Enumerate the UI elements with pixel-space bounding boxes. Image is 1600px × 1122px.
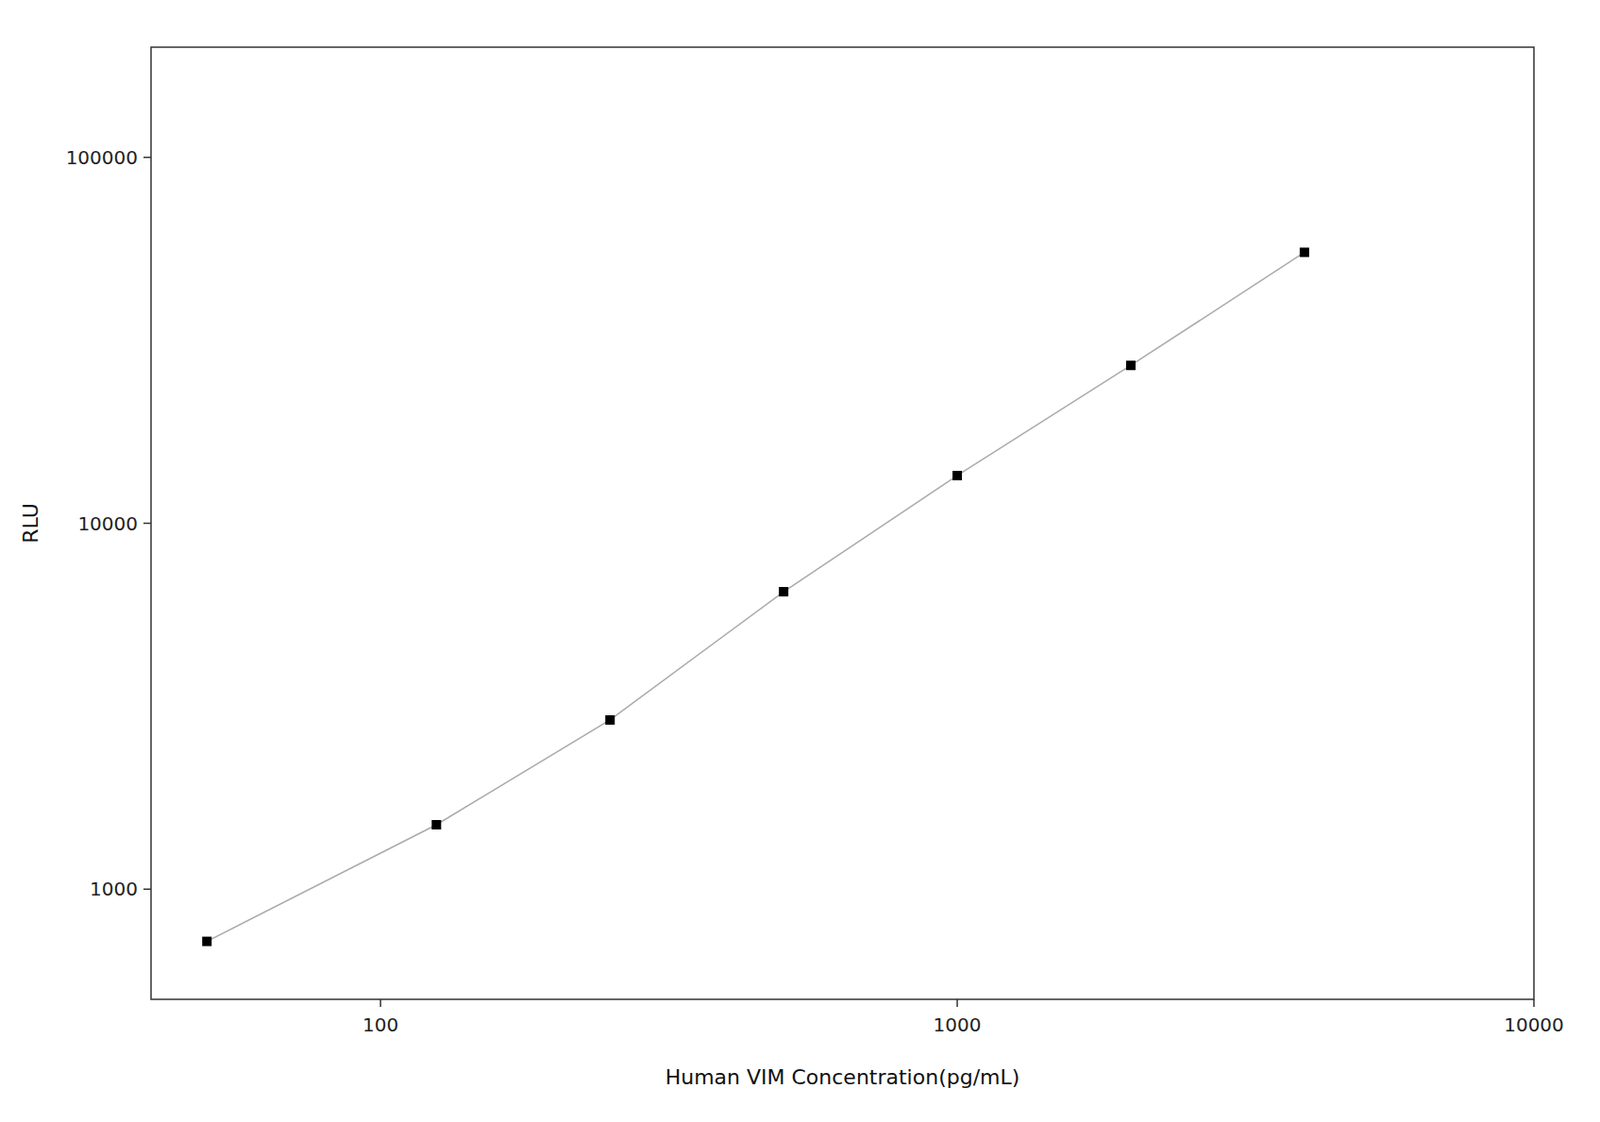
y-tick [143,522,152,525]
x-tick [379,999,382,1008]
x-tick-label: 1000 [933,1013,982,1037]
data-point [202,937,212,947]
data-line [206,252,1305,942]
data-point [952,471,962,481]
y-tick-label: 1000 [89,877,138,901]
y-axis-label: RLU [18,503,43,544]
data-point [431,820,441,830]
y-tick-label: 100000 [66,146,138,169]
y-tick-label: 10000 [77,512,138,536]
data-point [1126,360,1136,371]
x-tick-label: 100 [362,1013,399,1037]
plot-area [202,247,1310,946]
y-tick [143,889,152,892]
data-point [778,587,789,597]
x-tick [956,999,959,1008]
chart: 100 1000 10000 1000 10000 100000 Human VIM Con… [0,0,1600,1122]
y-tick [143,156,152,159]
plot-frame [151,47,1534,1000]
x-tick [1532,999,1535,1008]
data-point [605,715,615,725]
x-axis-label: Human VIM Concentration(pg/mL) [665,1065,1021,1090]
data-point [1299,247,1310,257]
x-tick-label: 10000 [1503,1013,1565,1037]
